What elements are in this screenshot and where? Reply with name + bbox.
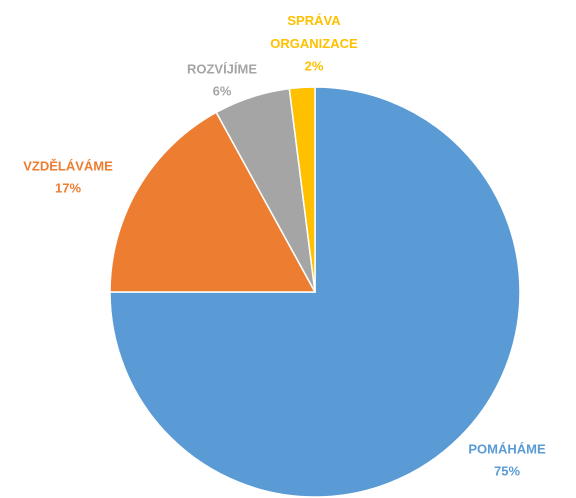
slice-value-label: 75% <box>494 463 520 478</box>
slice-value-label: 17% <box>55 180 81 195</box>
slice-value-label: 6% <box>213 83 232 98</box>
slice-label: POMÁHÁME <box>468 441 546 456</box>
slice-label: VZDĚLÁVÁME <box>23 158 113 173</box>
slice-label: ROZVÍJÍME <box>187 61 257 76</box>
slice-value-label: 2% <box>305 58 324 73</box>
pie-slice <box>288 86 316 293</box>
pie-slice <box>109 111 317 293</box>
slice-label: SPRÁVA ORGANIZACE <box>270 13 358 51</box>
